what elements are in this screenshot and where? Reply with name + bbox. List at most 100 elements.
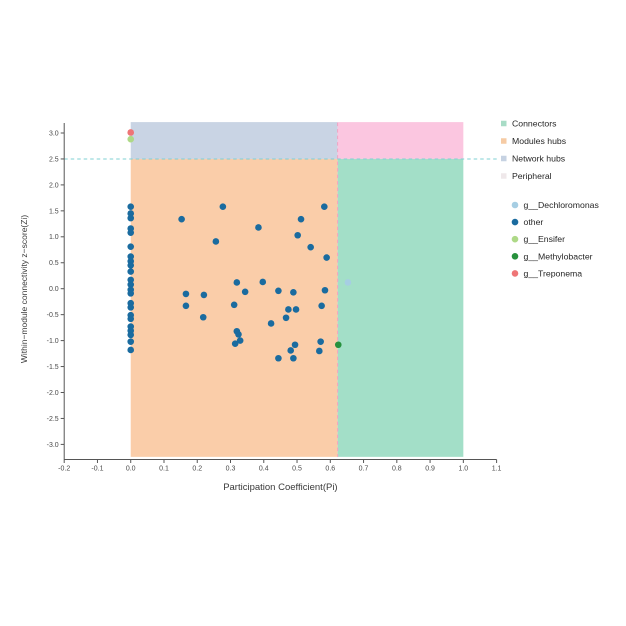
- y-tick-label: -2.5: [47, 416, 59, 423]
- y-tick-label: 3.0: [49, 130, 59, 137]
- y-tick-label: -0.5: [47, 312, 59, 319]
- legend-taxon-label: g__Ensifer: [524, 234, 566, 244]
- point-other: [307, 243, 314, 251]
- x-tick-label: 0.8: [392, 466, 402, 473]
- x-tick-label: 1.1: [492, 466, 502, 473]
- point-other: [235, 331, 242, 338]
- point-other: [127, 214, 135, 222]
- legend: Connectors Modules hubs Network hubs Periph…: [501, 119, 600, 278]
- x-tick-label: 0.6: [325, 466, 335, 473]
- legend-taxon-label: g__Methylobacter: [524, 251, 593, 261]
- legend-taxon-swatch: [511, 218, 519, 226]
- y-tick-label: 0.5: [49, 260, 59, 267]
- point-other: [287, 347, 295, 354]
- point-other: [321, 286, 329, 294]
- x-tick-label: -0.1: [91, 466, 103, 473]
- point-other: [219, 203, 227, 210]
- x-tick-label: 0.2: [192, 466, 202, 473]
- point-other: [127, 338, 135, 345]
- point-other: [127, 346, 135, 354]
- point-other: [127, 268, 135, 275]
- legend-region-label: Peripheral: [512, 171, 552, 181]
- point-other: [182, 290, 190, 298]
- x-tick-label: 0.3: [226, 466, 236, 473]
- point-other: [127, 276, 135, 284]
- y-tick-label: 0.0: [49, 286, 59, 293]
- x-tick-label: 0.0: [126, 466, 136, 473]
- region-top-left: [130, 122, 338, 159]
- y-tick-label: -2.0: [47, 390, 59, 397]
- y-axis-label: Within−module connectivity z−score(Zi): [19, 215, 29, 364]
- point-other: [127, 304, 135, 311]
- x-tick-label: -0.2: [58, 466, 70, 473]
- y-tick-label: 1.0: [49, 234, 59, 241]
- point-other: [291, 341, 299, 349]
- y-tick-label: 2.0: [49, 182, 59, 189]
- legend-region-label: Modules hubs: [512, 136, 567, 146]
- point-other: [290, 354, 297, 362]
- point-other: [275, 354, 282, 362]
- point-other: [127, 290, 135, 297]
- point-other: [321, 203, 328, 210]
- legend-taxon-swatch: [511, 235, 519, 243]
- x-tick-label: 0.7: [359, 466, 369, 473]
- legend-region-swatch: [501, 120, 507, 127]
- point-other: [267, 320, 275, 327]
- legend-region-label: Network hubs: [512, 154, 566, 164]
- region-top-right: [337, 122, 464, 159]
- region-bottom-right: [337, 158, 464, 457]
- legend-taxon-swatch: [511, 252, 519, 260]
- point-other: [323, 254, 330, 261]
- x-tick-label: 0.1: [159, 466, 169, 473]
- legend-region-label: Connectors: [512, 119, 557, 129]
- point-other: [127, 253, 135, 260]
- y-tick-label: 1.5: [49, 208, 59, 215]
- point-other: [317, 338, 324, 345]
- point-other: [285, 306, 292, 313]
- data-points: [127, 129, 352, 362]
- point-other: [127, 281, 135, 288]
- point-other: [230, 301, 238, 309]
- x-axis-label: Participation Coefficient(Pi): [223, 482, 337, 493]
- legend-taxon-label: g__Dechloromonas: [524, 200, 600, 210]
- point-g__Dechloromonas: [344, 279, 352, 286]
- legend-taxon-label: g__Treponema: [524, 268, 583, 278]
- y-tick-label: 2.5: [49, 156, 59, 163]
- point-other: [294, 231, 301, 239]
- point-other: [178, 215, 185, 223]
- point-other: [290, 289, 297, 296]
- point-other: [236, 337, 244, 344]
- x-tick-label: 0.9: [425, 466, 435, 473]
- axes: -0.2 -0.1 0.0 0.1 0.2 0.3 0.4 0.5 0.6 0.7 0.8 0.9 1.…: [47, 123, 502, 473]
- point-other: [212, 238, 220, 245]
- point-other: [318, 302, 325, 310]
- point-other: [200, 291, 208, 299]
- point-other: [241, 288, 249, 296]
- point-g__Methylobacter: [334, 341, 342, 349]
- region-fills: [130, 122, 464, 457]
- threshold-lines: [64, 122, 498, 457]
- point-other: [259, 278, 267, 286]
- legend-taxon-swatch: [511, 201, 519, 209]
- point-other: [231, 340, 239, 348]
- legend-region-swatch: [501, 173, 507, 179]
- legend-taxon-label: other: [524, 217, 544, 227]
- point-other: [127, 315, 135, 323]
- point-other: [316, 347, 323, 355]
- point-other: [297, 215, 305, 223]
- y-tick-label: -1.5: [47, 364, 59, 371]
- point-other: [127, 243, 135, 250]
- point-other: [292, 306, 300, 313]
- point-other: [233, 279, 241, 286]
- point-other: [255, 224, 262, 231]
- y-tick-label: -1.0: [47, 338, 59, 345]
- legend-taxon-swatch: [511, 270, 519, 277]
- x-tick-label: 1.0: [458, 466, 468, 473]
- point-g__Treponema: [127, 129, 135, 136]
- point-other: [127, 331, 135, 339]
- point-other: [182, 302, 190, 310]
- point-other: [127, 229, 135, 236]
- point-g__Ensifer: [127, 135, 135, 143]
